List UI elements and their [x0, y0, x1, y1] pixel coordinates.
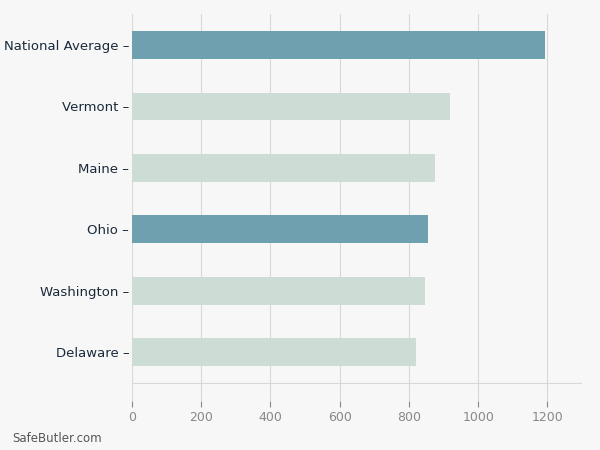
Bar [132, 338, 416, 366]
Bar [132, 277, 425, 305]
Bar [132, 154, 435, 182]
Bar [132, 93, 451, 120]
Bar [132, 31, 545, 59]
Text: SafeButler.com: SafeButler.com [12, 432, 101, 446]
Bar [132, 216, 428, 243]
